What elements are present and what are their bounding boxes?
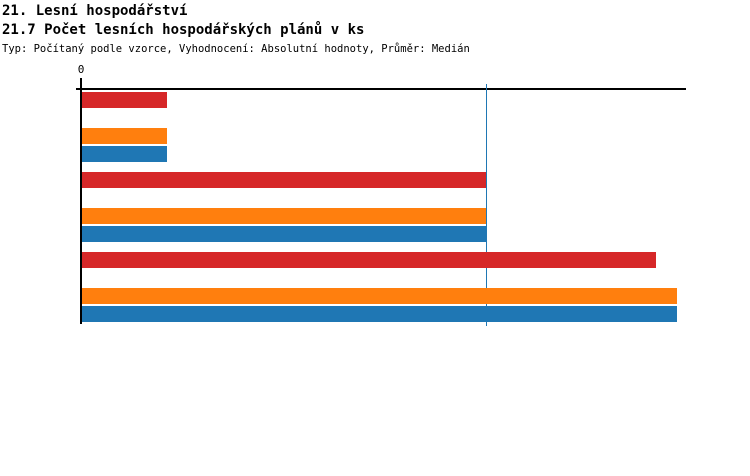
median-gridline bbox=[486, 84, 488, 326]
chart-meta-line: Typ: Počítaný podle vzorce, Vyhodnocení:… bbox=[2, 43, 470, 55]
bar bbox=[82, 252, 656, 268]
bar bbox=[82, 128, 167, 144]
page-title: 21. Lesní hospodářství bbox=[2, 3, 188, 19]
x-axis-line bbox=[76, 88, 686, 90]
bar bbox=[82, 146, 167, 162]
bar bbox=[82, 288, 677, 304]
chart-title: 21.7 Počet lesních hospodářských plánů v… bbox=[2, 22, 365, 38]
bar bbox=[82, 306, 677, 322]
bar bbox=[82, 226, 486, 242]
axis-zero-tick-label: 0 bbox=[77, 63, 85, 76]
y-axis-line bbox=[80, 78, 82, 324]
bar bbox=[82, 172, 486, 188]
bar bbox=[82, 92, 167, 108]
bar bbox=[82, 208, 486, 224]
